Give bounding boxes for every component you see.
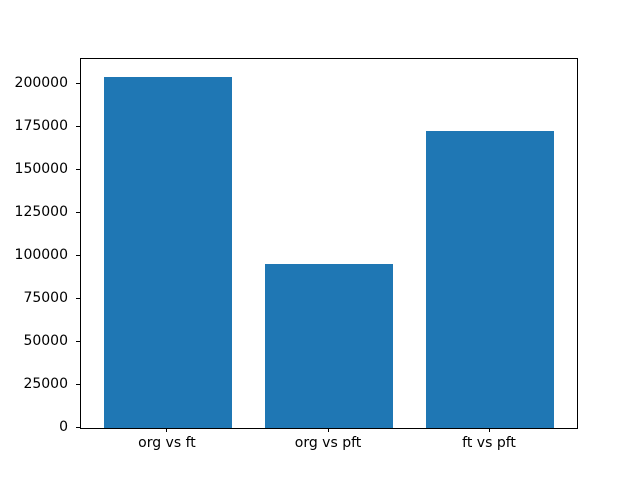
y-tick-label-100000: 100000: [14, 247, 68, 264]
y-tick-mark: [76, 427, 80, 428]
x-tick-label-org-vs-ft: org vs ft: [138, 435, 196, 451]
y-tick-mark: [76, 83, 80, 85]
y-tick-mark: [76, 298, 80, 300]
y-tick-label-75000: 75000: [23, 290, 68, 307]
y-tick-mark: [76, 384, 80, 386]
bar-org-vs-ft: [103, 76, 233, 428]
y-tick-label-150000: 150000: [14, 161, 68, 178]
y-tick-label-0: 0: [59, 419, 68, 435]
y-tick-label-175000: 175000: [14, 118, 68, 135]
y-tick-label-25000: 25000: [23, 376, 68, 393]
y-tick-mark: [76, 212, 80, 214]
x-tick-mark: [166, 428, 168, 432]
x-tick-mark: [327, 428, 329, 432]
y-tick-mark: [76, 126, 80, 128]
x-tick-label-ft-vs-pft: ft vs pft: [462, 435, 516, 451]
x-tick-label-org-vs-pft: org vs pft: [294, 435, 362, 451]
bar-org-vs-pft: [264, 263, 394, 428]
axes: [80, 58, 578, 429]
x-tick-mark: [488, 428, 490, 432]
bar-ft-vs-pft: [425, 130, 555, 428]
y-tick-mark: [76, 255, 80, 257]
y-tick-mark: [76, 169, 80, 171]
y-tick-label-125000: 125000: [14, 204, 68, 221]
y-tick-label-50000: 50000: [23, 333, 68, 350]
y-tick-label-200000: 200000: [14, 75, 68, 92]
y-tick-mark: [76, 341, 80, 343]
